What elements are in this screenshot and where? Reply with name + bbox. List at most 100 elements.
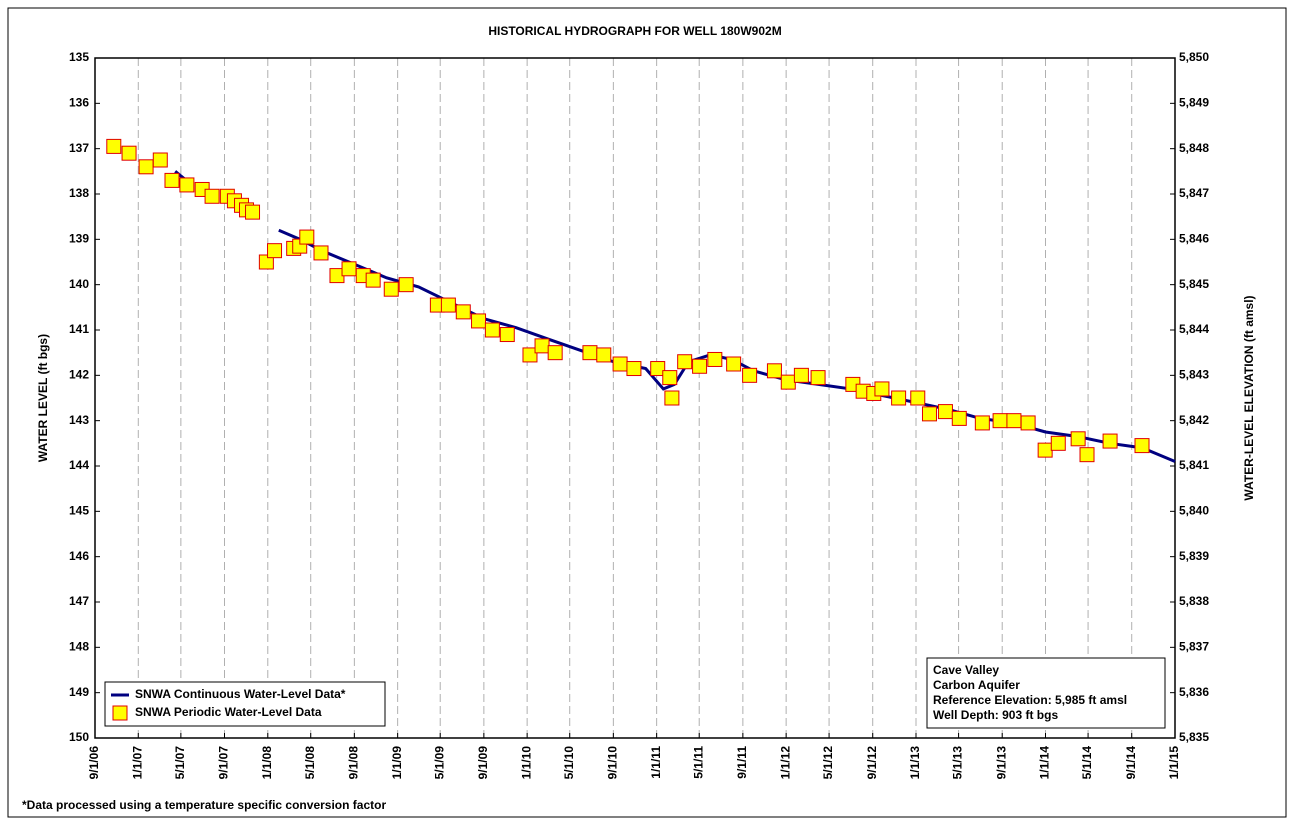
- y-tick-label: 150: [69, 730, 89, 744]
- x-tick-label: 5/1/10: [562, 746, 576, 780]
- annotation-text: Reference Elevation: 5,985 ft amsl: [933, 693, 1127, 707]
- data-point: [596, 347, 612, 363]
- y2-tick-label: 5,835: [1179, 730, 1209, 744]
- data-point: [650, 361, 666, 377]
- data-point: [484, 322, 500, 338]
- data-point: [398, 277, 414, 293]
- y-tick-label: 139: [69, 232, 89, 246]
- x-tick-label: 9/1/08: [347, 746, 361, 780]
- x-tick-label: 1/1/10: [519, 746, 533, 780]
- legend-swatch: [112, 705, 128, 721]
- x-tick-label: 1/1/14: [1038, 746, 1052, 780]
- data-point: [455, 304, 471, 320]
- x-tick-label: 5/1/07: [173, 746, 187, 780]
- y2-tick-label: 5,841: [1179, 458, 1209, 472]
- y-tick-label: 149: [69, 685, 89, 699]
- data-point: [1006, 413, 1022, 429]
- y-tick-label: 136: [69, 96, 89, 110]
- data-point: [534, 338, 550, 354]
- y-tick-label: 144: [69, 458, 89, 472]
- x-tick-label: 9/1/06: [87, 746, 101, 780]
- data-point: [1070, 431, 1086, 447]
- x-tick-label: 1/1/13: [908, 746, 922, 780]
- data-point: [383, 281, 399, 297]
- annotation-text: Carbon Aquifer: [933, 678, 1020, 692]
- y2-tick-label: 5,838: [1179, 594, 1209, 608]
- x-tick-label: 5/1/13: [951, 746, 965, 780]
- y-tick-label: 143: [69, 413, 89, 427]
- y-tick-label: 147: [69, 594, 89, 608]
- data-point: [951, 410, 967, 426]
- x-tick-label: 9/1/14: [1124, 746, 1138, 780]
- data-point: [726, 356, 742, 372]
- x-tick-label: 9/1/07: [217, 746, 231, 780]
- data-point: [138, 159, 154, 175]
- data-point: [164, 172, 180, 188]
- x-tick-label: 1/1/08: [260, 746, 274, 780]
- data-point: [780, 374, 796, 390]
- x-tick-label: 1/1/15: [1167, 746, 1181, 780]
- legend-label: SNWA Periodic Water-Level Data: [135, 705, 322, 719]
- data-point: [499, 327, 515, 343]
- x-tick-label: 5/1/12: [821, 746, 835, 780]
- data-point: [921, 406, 937, 422]
- y2-tick-label: 5,850: [1179, 50, 1209, 64]
- y2-tick-label: 5,839: [1179, 549, 1209, 563]
- data-point: [664, 390, 680, 406]
- data-point: [1079, 447, 1095, 463]
- data-point: [106, 138, 122, 154]
- y-tick-label: 137: [69, 141, 89, 155]
- data-point: [974, 415, 990, 431]
- y2-tick-label: 5,836: [1179, 685, 1209, 699]
- data-point: [245, 204, 261, 220]
- y2-tick-label: 5,846: [1179, 232, 1209, 246]
- data-point: [313, 245, 329, 261]
- footnote: *Data processed using a temperature spec…: [22, 798, 386, 812]
- data-point: [793, 367, 809, 383]
- data-point: [692, 358, 708, 374]
- chart-title: HISTORICAL HYDROGRAPH FOR WELL 180W902M: [488, 24, 781, 38]
- data-point: [1020, 415, 1036, 431]
- data-point: [891, 390, 907, 406]
- data-point: [204, 188, 220, 204]
- y-tick-label: 141: [69, 322, 89, 336]
- data-point: [121, 145, 137, 161]
- y-tick-label: 148: [69, 640, 89, 654]
- data-point: [1134, 438, 1150, 454]
- y2-tick-label: 5,847: [1179, 186, 1209, 200]
- data-point: [179, 177, 195, 193]
- x-tick-label: 1/1/11: [649, 746, 663, 779]
- data-point: [471, 313, 487, 329]
- data-point: [874, 381, 890, 397]
- y-tick-label: 146: [69, 549, 89, 563]
- x-tick-label: 9/1/10: [606, 746, 620, 780]
- y-axis-label: WATER LEVEL (ft bgs): [36, 334, 50, 462]
- y2-tick-label: 5,844: [1179, 322, 1209, 336]
- data-point: [662, 370, 678, 386]
- data-point: [547, 345, 563, 361]
- legend-box: [104, 681, 386, 727]
- y-tick-label: 142: [69, 368, 89, 382]
- data-point: [267, 243, 283, 259]
- x-tick-label: 9/1/09: [476, 746, 490, 780]
- x-tick-label: 9/1/13: [994, 746, 1008, 780]
- y-tick-label: 140: [69, 277, 89, 291]
- x-tick-label: 5/1/14: [1080, 746, 1094, 780]
- data-point: [152, 152, 168, 168]
- data-point: [1050, 435, 1066, 451]
- y2-tick-label: 5,837: [1179, 640, 1209, 654]
- x-tick-label: 9/1/11: [735, 746, 749, 779]
- data-point: [341, 261, 357, 277]
- data-point: [258, 254, 274, 270]
- y2-tick-label: 5,845: [1179, 277, 1209, 291]
- x-tick-label: 5/1/11: [691, 746, 705, 779]
- data-point: [365, 272, 381, 288]
- x-tick-label: 5/1/08: [303, 746, 317, 780]
- data-point: [1037, 442, 1053, 458]
- legend-label: SNWA Continuous Water-Level Data*: [135, 687, 346, 701]
- plot-area: [94, 57, 1176, 739]
- x-tick-label: 1/1/09: [390, 746, 404, 780]
- data-point: [582, 345, 598, 361]
- data-point: [992, 413, 1008, 429]
